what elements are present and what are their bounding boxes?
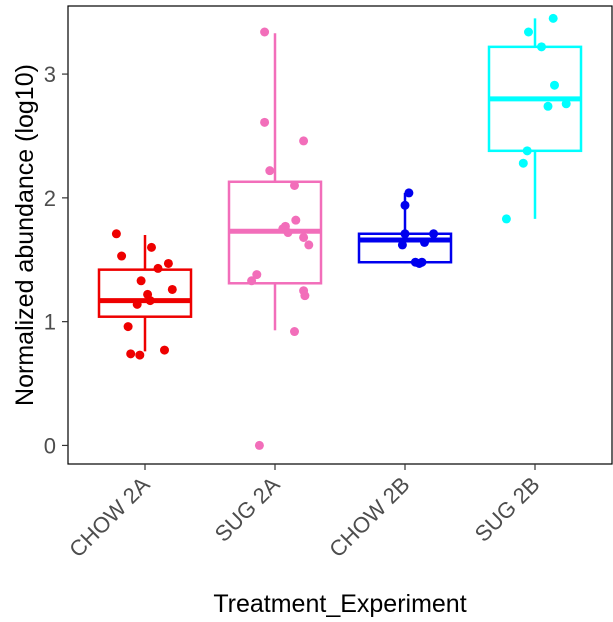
data-point — [561, 99, 571, 109]
data-point — [126, 349, 136, 359]
panel-border — [67, 5, 613, 465]
data-point — [265, 166, 275, 176]
data-point — [160, 345, 169, 355]
data-point — [290, 327, 299, 337]
y-tick-label: 3 — [44, 62, 56, 87]
y-axis: 0 1 2 3 — [44, 62, 68, 458]
y-tick-label: 2 — [44, 186, 56, 211]
data-point — [304, 240, 314, 250]
y-axis-title: Normalized abundance (log10) — [11, 64, 39, 406]
data-point — [543, 101, 553, 111]
data-point — [537, 42, 546, 52]
data-point — [550, 80, 559, 90]
data-point — [400, 229, 410, 239]
data-point — [252, 270, 262, 280]
x-tick-label: SUG 2B — [470, 472, 545, 547]
data-point — [397, 240, 407, 250]
data-point — [299, 232, 309, 242]
box-sug-2b — [487, 18, 583, 219]
data-point — [163, 258, 173, 268]
data-point — [404, 188, 414, 198]
x-tick-label: SUG 2A — [210, 472, 285, 547]
data-point — [136, 276, 146, 286]
data-point — [254, 440, 264, 450]
data-point — [522, 146, 532, 156]
x-axis: CHOW 2A SUG 2A CHOW 2B SUG 2B — [64, 464, 545, 563]
data-point — [429, 229, 439, 239]
data-point — [117, 251, 127, 261]
data-point — [132, 299, 142, 309]
box-sug-2a — [227, 33, 323, 331]
y-tick-label: 0 — [44, 433, 56, 458]
data-point — [145, 296, 155, 306]
data-point — [299, 286, 309, 296]
data-point — [299, 136, 309, 146]
points-layer — [111, 13, 571, 450]
data-point — [111, 229, 121, 239]
data-point — [414, 258, 424, 268]
data-point — [548, 13, 558, 23]
y-tick-label: 1 — [44, 310, 56, 335]
data-point — [260, 117, 270, 127]
data-point — [524, 27, 533, 37]
data-point — [260, 27, 270, 37]
data-point — [291, 215, 301, 225]
data-point — [518, 158, 528, 168]
data-point — [283, 228, 293, 238]
data-point — [247, 276, 257, 286]
data-point — [123, 322, 133, 332]
data-point — [290, 180, 299, 190]
data-point — [400, 200, 410, 210]
x-tick-label: CHOW 2A — [64, 472, 155, 563]
box-iqr — [97, 268, 193, 318]
data-point — [153, 263, 163, 273]
boxes-layer — [97, 18, 583, 352]
data-point — [501, 214, 511, 224]
data-point — [147, 242, 156, 252]
x-axis-title: Treatment_Experiment — [213, 590, 466, 618]
data-point — [135, 350, 145, 360]
x-tick-label: CHOW 2B — [324, 472, 414, 562]
box-chow-2a — [97, 235, 193, 352]
data-point — [167, 284, 177, 294]
data-point — [420, 237, 429, 247]
